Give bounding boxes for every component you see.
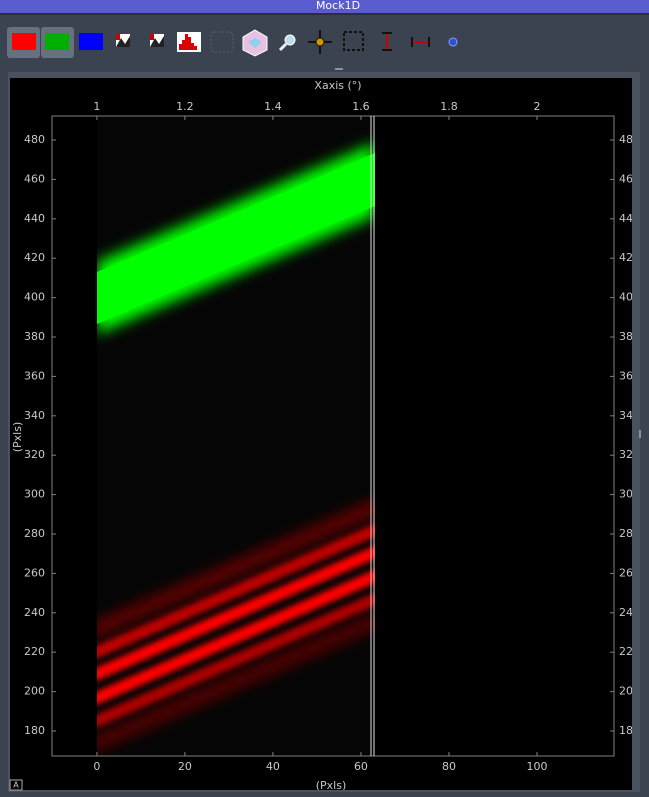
tick-label: 300 <box>619 488 640 501</box>
horizontal-measure-button[interactable] <box>411 37 430 47</box>
tick-label: 1.8 <box>440 100 458 113</box>
tick-label: 20 <box>178 760 192 773</box>
window-title: Mock1D <box>316 0 360 12</box>
tick-label: 100 <box>526 760 547 773</box>
red-band <box>97 545 375 681</box>
tick-label: 1.6 <box>352 100 370 113</box>
tick-label: 220 <box>619 645 640 658</box>
red-band <box>97 592 375 728</box>
tick-label: 1 <box>93 100 100 113</box>
tick-label: 380 <box>619 330 640 343</box>
splitter-handle[interactable] <box>639 430 641 438</box>
tick-label: 380 <box>24 330 45 343</box>
toolbar <box>7 27 458 58</box>
red-band <box>97 499 375 637</box>
plot-frame <box>51 115 615 757</box>
point-button[interactable] <box>448 37 458 47</box>
tick-label: 260 <box>24 566 45 579</box>
tick-label: 360 <box>24 369 45 382</box>
tick-label: 460 <box>619 172 640 185</box>
plot: Xaxis (°) (Pxls) (Pxls) 1 1.2 1.4 1.6 1.8 20 2… <box>11 79 640 792</box>
splitter-handle[interactable] <box>335 68 343 70</box>
tick-label: 400 <box>24 291 45 304</box>
tick-label: 2 <box>533 100 540 113</box>
zoom-button[interactable] <box>278 34 296 52</box>
autolevels-button[interactable] <box>116 34 130 47</box>
red-band <box>97 569 375 705</box>
tick-label: 340 <box>619 409 640 422</box>
blue-channel-button[interactable] <box>79 33 103 50</box>
tick-label: 480 <box>619 133 640 146</box>
tick-label: 240 <box>24 606 45 619</box>
tick-label: 180 <box>619 724 640 737</box>
autolevels-button-2[interactable] <box>150 34 164 47</box>
title-border <box>0 13 649 15</box>
x-bottom-axis-label: (Pxls) <box>316 779 347 792</box>
tick-label: 420 <box>619 251 640 264</box>
histogram-button[interactable] <box>177 32 201 52</box>
green-band-core <box>97 153 375 324</box>
tick-label: 0 <box>93 760 100 773</box>
tick-label: 360 <box>619 369 640 382</box>
green-channel-button[interactable] <box>45 33 69 50</box>
tick-label: 1.2 <box>176 100 194 113</box>
tick-label: 300 <box>24 488 45 501</box>
red-channel-button[interactable] <box>12 33 36 50</box>
tick-label: 60 <box>354 760 368 773</box>
red-band <box>97 613 375 751</box>
tick-label: 340 <box>24 409 45 422</box>
tick-label: 200 <box>24 685 45 698</box>
tick-label: 480 <box>24 133 45 146</box>
tick-label: 320 <box>619 448 640 461</box>
tick-label: 1.4 <box>264 100 282 113</box>
tick-label: 80 <box>442 760 456 773</box>
tick-label: 440 <box>619 212 640 225</box>
vertical-measure-button[interactable] <box>382 32 392 51</box>
select-button[interactable] <box>343 31 364 51</box>
tick-label: 260 <box>619 566 640 579</box>
tick-label: 320 <box>24 448 45 461</box>
image <box>97 116 375 756</box>
red-band <box>97 523 375 659</box>
autorange-button[interactable] <box>9 779 23 791</box>
tick-label: 460 <box>24 172 45 185</box>
y-left-axis-label: (Pxls) <box>11 422 24 453</box>
x-top-axis-label: Xaxis (°) <box>314 79 361 92</box>
tick-label: 440 <box>24 212 45 225</box>
roi-button[interactable] <box>210 31 234 53</box>
crosshair-button[interactable] <box>308 30 332 54</box>
autorange-glyph: A <box>13 781 19 790</box>
tick-label: 400 <box>619 291 640 304</box>
title-bar <box>0 0 649 13</box>
tick-label: 420 <box>24 251 45 264</box>
tick-label: 280 <box>24 527 45 540</box>
tick-label: 180 <box>24 724 45 737</box>
tick-label: 280 <box>619 527 640 540</box>
tick-label: 220 <box>24 645 45 658</box>
colormap-button[interactable] <box>242 29 268 57</box>
tick-label: 240 <box>619 606 640 619</box>
tick-label: 40 <box>266 760 280 773</box>
tick-label: 200 <box>619 685 640 698</box>
